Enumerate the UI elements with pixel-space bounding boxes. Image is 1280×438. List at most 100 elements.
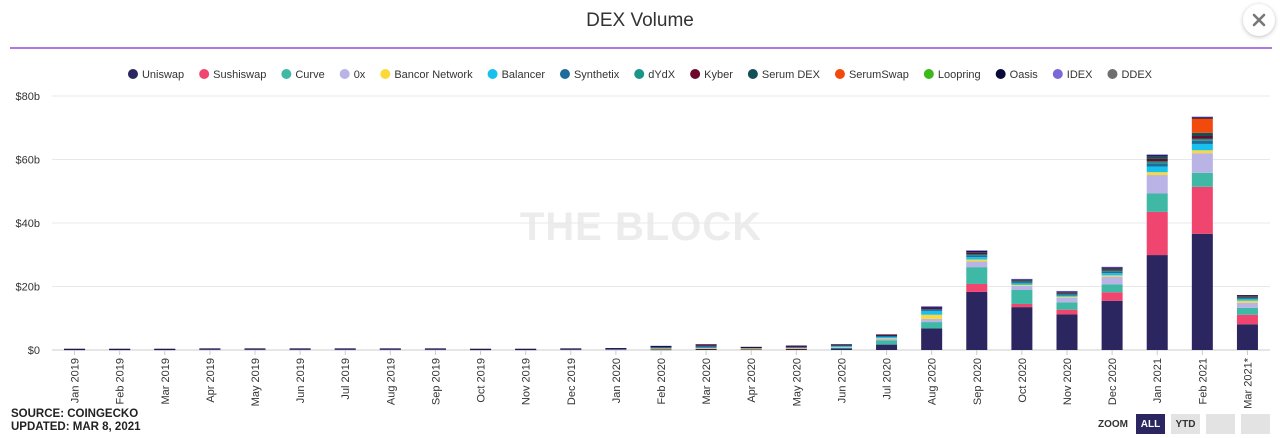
legend-marker <box>834 69 845 79</box>
bar-segment <box>1146 166 1168 173</box>
bar-segment <box>1056 314 1078 350</box>
x-tick-label: Feb 2021 <box>1197 358 1209 404</box>
bar-segment <box>1191 153 1213 173</box>
bar-segment <box>876 335 898 337</box>
bar-segment <box>424 348 446 350</box>
source-text: SOURCE: COINGECKO <box>11 408 139 420</box>
bar-segment <box>605 348 627 349</box>
bar-segment <box>1011 285 1033 290</box>
bar-segment <box>966 252 988 255</box>
y-tick-label: $80b <box>16 91 40 103</box>
bar-segment <box>1146 158 1168 162</box>
bar-segment <box>1101 269 1123 271</box>
bar-segment <box>1146 156 1168 159</box>
bar-segment <box>1056 292 1078 294</box>
bar-segment <box>966 256 988 260</box>
bar-segment <box>379 348 401 350</box>
x-tick-label: Apr 2020 <box>746 358 758 403</box>
bar-segment <box>650 349 672 351</box>
bar-segment <box>1101 300 1123 350</box>
legend-label: Synthetix <box>574 69 620 81</box>
legend-marker <box>127 69 138 79</box>
bar-segment <box>921 309 943 311</box>
legend-label: Bancor Network <box>394 69 473 81</box>
x-tick-label: May 2020 <box>791 358 803 406</box>
bar-segment <box>830 348 852 350</box>
zoom-blank-button-2[interactable] <box>1241 414 1270 434</box>
x-tick-label: Dec 2020 <box>1107 358 1119 405</box>
bar-segment <box>1236 314 1258 325</box>
bar-segment <box>244 348 266 350</box>
bar-segment <box>1011 284 1033 286</box>
legend-label: Curve <box>295 69 324 81</box>
x-tick-label: Jun 2020 <box>836 358 848 403</box>
bar-segment <box>1191 136 1213 139</box>
legend-item: Oasis <box>995 69 1038 81</box>
x-tick-label: Oct 2019 <box>476 358 488 403</box>
bar-segment <box>334 348 356 350</box>
bar-segment <box>1056 296 1078 298</box>
zoom-ytd-button[interactable]: YTD <box>1171 414 1200 434</box>
bar-segment <box>1101 267 1123 269</box>
legend-item: IDEX <box>1052 69 1093 81</box>
bar-segment <box>1011 307 1033 350</box>
bar-segment <box>1056 294 1078 296</box>
legend-label: Uniswap <box>142 69 184 81</box>
x-tick-label: Mar 2021* <box>1242 357 1254 408</box>
legend-item: SerumSwap <box>834 69 909 81</box>
x-tick-label: Jun 2019 <box>295 358 307 403</box>
zoom-blank-button-1[interactable] <box>1206 414 1235 434</box>
bar-segment <box>1191 186 1213 234</box>
legend-marker <box>487 69 498 79</box>
legend-marker <box>995 69 1006 79</box>
bar-segment <box>1011 282 1033 284</box>
chart-title: DEX Volume <box>586 10 694 31</box>
bar-segment <box>650 348 672 350</box>
bar-segment <box>876 338 898 341</box>
bar-segment <box>1191 233 1213 350</box>
bar-segment <box>876 344 898 350</box>
bar-segment <box>1101 284 1123 293</box>
bar-segment <box>695 347 717 349</box>
legend-label: Serum DEX <box>762 69 821 81</box>
legend-marker <box>634 69 645 79</box>
bar-segment <box>966 254 988 256</box>
x-tick-label: Mar 2020 <box>701 358 713 404</box>
bar-segment <box>1056 290 1078 292</box>
bar-segment <box>1146 161 1168 164</box>
x-tick-label: Jan 2019 <box>70 358 82 403</box>
bar-segment <box>785 347 807 348</box>
bar-segment <box>1011 303 1033 308</box>
x-tick-label: Oct 2020 <box>1017 358 1029 403</box>
bar-segment <box>1191 132 1213 137</box>
legend-label: 0x <box>354 69 366 81</box>
bar-segment <box>1011 281 1033 283</box>
bar-segment <box>876 336 898 339</box>
bar-segment <box>695 348 717 350</box>
bar-segment <box>966 291 988 350</box>
legend-marker <box>923 69 934 79</box>
bar-segment <box>921 314 943 319</box>
legend-item: Serum DEX <box>747 69 821 81</box>
close-button[interactable] <box>1243 4 1275 36</box>
bar-segment <box>966 283 988 292</box>
x-tick-label: Nov 2019 <box>521 358 533 405</box>
bar-segment <box>650 345 672 347</box>
bar-segment <box>830 347 852 349</box>
bar-segment <box>830 346 852 347</box>
x-tick-label: Sep 2019 <box>430 358 442 405</box>
bar-segment <box>1146 163 1168 167</box>
bar-segment <box>740 348 762 350</box>
bar-segment <box>876 334 898 336</box>
bar-segment <box>1236 300 1258 303</box>
bar-segment <box>1056 292 1078 294</box>
bar-segment <box>1191 138 1213 141</box>
legend-marker <box>559 69 570 79</box>
bar-segment <box>1101 292 1123 301</box>
zoom-all-button[interactable]: ALL <box>1136 414 1165 434</box>
legend-marker <box>281 69 292 79</box>
bar-segment <box>876 336 898 337</box>
bar-segment <box>515 348 537 350</box>
legend-item: Sushiswap <box>199 69 266 81</box>
bar-segment <box>966 261 988 268</box>
